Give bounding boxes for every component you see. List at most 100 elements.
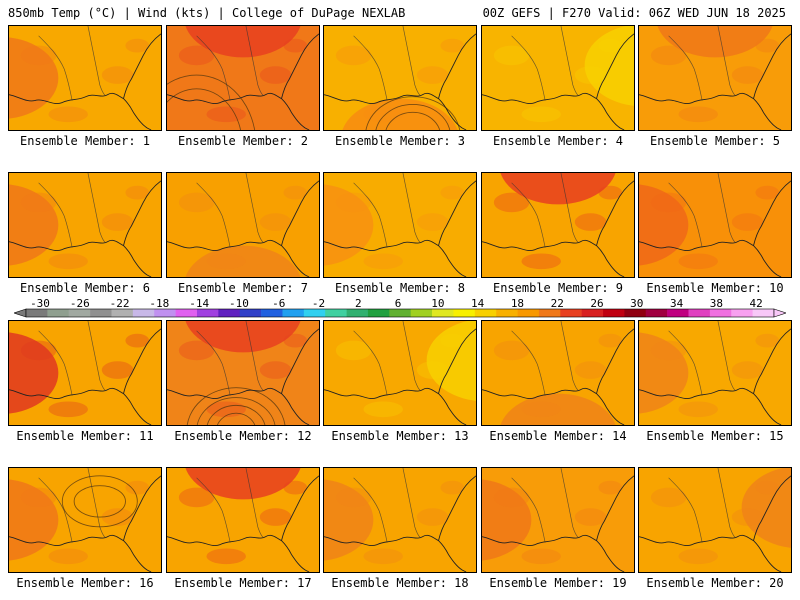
colorbar-tick-label: 30: [630, 297, 643, 310]
ensemble-member-caption: Ensemble Member: 18: [331, 576, 469, 590]
temperature-map-3: [324, 26, 476, 130]
ensemble-member-caption: Ensemble Member: 1: [19, 134, 151, 148]
colorbar-tick-label: 2: [355, 297, 362, 310]
colorbar-swatch: [218, 309, 241, 317]
ensemble-panel-9: [481, 172, 635, 278]
ensemble-panel-13: [323, 320, 477, 426]
colorbar-swatch: [517, 309, 540, 317]
colorbar-swatch: [47, 309, 70, 317]
temperature-anomaly-region: [185, 245, 301, 277]
ensemble-member-caption: Ensemble Member: 3: [334, 134, 466, 148]
temperature-map-7: [167, 173, 319, 277]
header-run-info: 00Z GEFS | F270 Valid: 06Z WED JUN 18 20…: [482, 6, 786, 20]
ensemble-member-caption: Ensemble Member: 7: [177, 281, 309, 295]
colorbar-swatch: [154, 309, 176, 317]
temperature-map-12: [167, 321, 319, 425]
ensemble-member-caption: Ensemble Member: 15: [646, 429, 784, 443]
ensemble-panel-1: [8, 25, 162, 131]
temperature-map-1: [9, 26, 161, 130]
temperature-map-15: [639, 321, 791, 425]
height-contour: [365, 96, 461, 130]
ensemble-member-caption: Ensemble Member: 20: [646, 576, 784, 590]
height-contour: [73, 485, 126, 518]
colorbar-tick-label: 38: [710, 297, 723, 310]
ensemble-panel-12: [166, 320, 320, 426]
ensemble-panel-3: [323, 25, 477, 131]
colorbar-swatch: [282, 309, 305, 317]
temperature-map-20: [639, 468, 791, 572]
colorbar-tick-label: -6: [272, 297, 285, 310]
colorbar-max-arrow: [773, 308, 786, 318]
colorbar-tick-label: 34: [670, 297, 684, 310]
colorbar-swatch: [496, 309, 518, 317]
colorbar-swatch: [538, 309, 561, 317]
ensemble-panel-8: [323, 172, 477, 278]
colorbar-swatch: [261, 309, 283, 317]
colorbar-swatch: [389, 309, 411, 317]
ensemble-member-caption: Ensemble Member: 4: [492, 134, 624, 148]
ensemble-panel-2: [166, 25, 320, 131]
temperature-map-4: [482, 26, 634, 130]
temperature-anomaly-region: [185, 26, 301, 58]
ensemble-panel-7: [166, 172, 320, 278]
colorbar-min-arrow: [14, 308, 27, 318]
temperature-anomaly-region: [500, 393, 616, 425]
colorbar-swatch: [410, 309, 433, 317]
colorbar-tick-label: -14: [189, 297, 209, 310]
colorbar-tick-label: -30: [30, 297, 50, 310]
ensemble-panel-17: [166, 467, 320, 573]
temperature-map-16: [9, 468, 161, 572]
colorbar-swatch: [560, 309, 582, 317]
ensemble-member-caption: Ensemble Member: 6: [19, 281, 151, 295]
colorbar-swatch: [303, 309, 326, 317]
colorbar-tick-label: 42: [750, 297, 763, 310]
colorbar-tick-label: -22: [110, 297, 130, 310]
ensemble-panel-6: [8, 172, 162, 278]
temperature-map-14: [482, 321, 634, 425]
colorbar-swatch: [624, 309, 647, 317]
colorbar-tick-label: 6: [395, 297, 402, 310]
temperature-map-5: [639, 26, 791, 130]
ensemble-panel-18: [323, 467, 477, 573]
colorbar-tick-label: 22: [551, 297, 564, 310]
colorbar-swatch: [90, 309, 112, 317]
colorbar-swatch: [239, 309, 262, 317]
temperature-map-19: [482, 468, 634, 572]
height-contour: [217, 412, 256, 425]
colorbar-tick-label: 10: [431, 297, 444, 310]
colorbar-swatch: [667, 309, 689, 317]
colorbar-swatch: [132, 309, 155, 317]
colorbar-swatch: [688, 309, 711, 317]
temperature-map-6: [9, 173, 161, 277]
temperature-map-2: [167, 26, 319, 130]
temperature-map-8: [324, 173, 476, 277]
ensemble-member-caption: Ensemble Member: 16: [16, 576, 154, 590]
ensemble-panel-4: [481, 25, 635, 131]
temperature-anomaly-region: [185, 321, 301, 353]
colorbar-tick-label: -26: [70, 297, 90, 310]
temperature-map-18: [324, 468, 476, 572]
colorbar-swatch: [346, 309, 369, 317]
colorbar-tick-label: 26: [590, 297, 603, 310]
ensemble-panel-19: [481, 467, 635, 573]
ensemble-member-caption: Ensemble Member: 12: [174, 429, 312, 443]
height-contour: [186, 387, 286, 425]
colorbar-tick-label: 18: [511, 297, 524, 310]
temperature-map-11: [9, 321, 161, 425]
colorbar-swatch: [474, 309, 497, 317]
colorbar-swatch: [68, 309, 91, 317]
ensemble-member-caption: Ensemble Member: 8: [334, 281, 466, 295]
colorbar-swatch: [645, 309, 668, 317]
ensemble-member-caption: Ensemble Member: 2: [177, 134, 309, 148]
colorbar-tick-label: -10: [229, 297, 249, 310]
colorbar-swatch: [709, 309, 732, 317]
temperature-anomaly-region: [500, 173, 616, 205]
colorbar-swatch: [196, 309, 219, 317]
colorbar-swatch: [175, 309, 198, 317]
ensemble-member-caption: Ensemble Member: 5: [649, 134, 781, 148]
temperature-colorbar: -30 -26 -22 -18 -14 -10 -6 -2 2 6 10 14 18 22 26 30 34 38…: [14, 297, 786, 321]
height-contour: [206, 404, 266, 425]
ensemble-panel-15: [638, 320, 792, 426]
colorbar-swatch: [367, 309, 390, 317]
ensemble-member-caption: Ensemble Member: 10: [646, 281, 784, 295]
